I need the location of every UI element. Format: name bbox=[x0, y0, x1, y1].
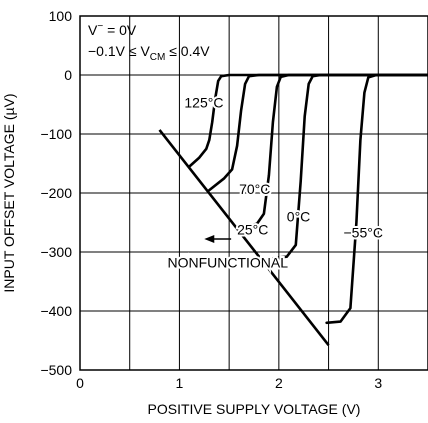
curve-1 bbox=[208, 73, 428, 192]
x-axis-title: POSITIVE SUPPLY VOLTAGE (V) bbox=[148, 401, 361, 417]
tick-labels: 0 1 2 3 100 0 −100 −200 −300 −400 −500 bbox=[40, 8, 382, 391]
nonfunctional-arrowhead bbox=[204, 235, 215, 244]
y-tick-label: −500 bbox=[40, 362, 72, 378]
nonfunctional-boundary-line bbox=[158, 129, 330, 347]
curve-2 bbox=[242, 73, 428, 229]
conditions-note: V− = 0V −0.1V ≤ VCM ≤ 0.4V bbox=[88, 21, 210, 63]
curve-label-1: 70°C bbox=[239, 181, 270, 197]
curves bbox=[158, 73, 428, 347]
curve-3 bbox=[272, 73, 428, 260]
y-tick-label: 100 bbox=[49, 8, 73, 24]
y-tick-label: −200 bbox=[40, 185, 72, 201]
curve-label-3: 0°C bbox=[287, 209, 311, 225]
curve-4 bbox=[325, 73, 428, 325]
plot-frame bbox=[79, 15, 428, 371]
curve-label-2: 25°C bbox=[237, 222, 268, 238]
curve-label-4: −55°C bbox=[343, 225, 382, 241]
nonfunctional-label: NONFUNCTIONAL bbox=[167, 255, 288, 271]
curve-0 bbox=[188, 73, 428, 168]
y-axis-title: INPUT OFFSET VOLTAGE (µV) bbox=[1, 93, 17, 292]
x-tick-label: 0 bbox=[76, 375, 84, 391]
curve-labels: 125°C 70°C 25°C 0°C −55°C NONFUNCTIONAL bbox=[165, 93, 384, 273]
x-tick-label: 2 bbox=[275, 375, 283, 391]
x-tick-label: 1 bbox=[176, 375, 184, 391]
curve-label-0: 125°C bbox=[184, 95, 223, 111]
condition-line-2: −0.1V ≤ VCM ≤ 0.4V bbox=[88, 43, 210, 63]
y-tick-label: −100 bbox=[40, 126, 72, 142]
y-tick-label: −300 bbox=[40, 244, 72, 260]
x-tick-label: 3 bbox=[374, 375, 382, 391]
y-tick-label: −400 bbox=[40, 303, 72, 319]
y-tick-label: 0 bbox=[64, 67, 72, 83]
condition-line-1: V− = 0V bbox=[88, 21, 137, 38]
